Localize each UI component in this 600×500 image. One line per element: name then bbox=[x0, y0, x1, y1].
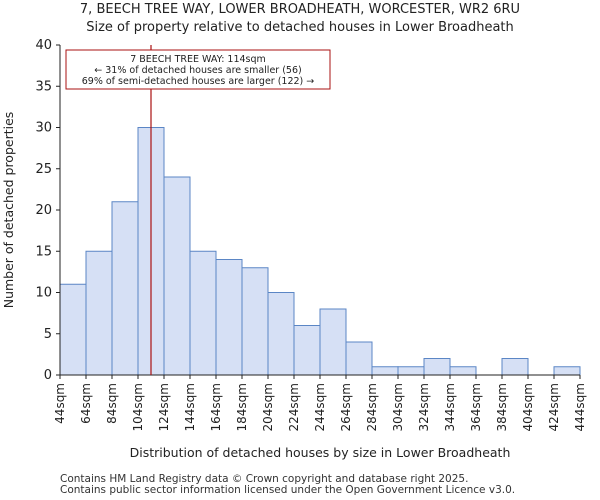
y-tick-label: 40 bbox=[35, 38, 52, 53]
y-tick-label: 30 bbox=[35, 121, 52, 136]
y-tick-label: 35 bbox=[35, 79, 52, 94]
histogram-bar bbox=[397, 366, 425, 376]
histogram-bar bbox=[423, 358, 451, 376]
x-tick-label: 444sqm bbox=[573, 383, 587, 431]
histogram-bar bbox=[371, 366, 399, 376]
x-tick-label: 164sqm bbox=[209, 383, 223, 431]
annotation-line-3: 69% of semi-detached houses are larger (… bbox=[82, 76, 315, 87]
x-tick-label: 264sqm bbox=[339, 383, 353, 431]
annotation-line-1: 7 BEECH TREE WAY: 114sqm bbox=[130, 54, 266, 65]
x-tick-label: 364sqm bbox=[469, 383, 483, 431]
histogram-bar bbox=[111, 201, 139, 376]
histogram-bar bbox=[553, 366, 581, 376]
y-tick-label: 5 bbox=[44, 327, 52, 342]
histogram-bar bbox=[163, 176, 191, 376]
histogram-chart: 0 5 10 15 20 25 30 35 40 44sqm 64sqm 84sqm 104sqm 124… bbox=[1, 38, 587, 460]
histogram-bar bbox=[85, 250, 113, 376]
y-tick-label: 20 bbox=[35, 203, 52, 218]
chart-title-line1: 7, BEECH TREE WAY, LOWER BROADHEATH, WOR… bbox=[79, 2, 521, 17]
footer-licence: Contains public sector information licen… bbox=[60, 484, 516, 496]
x-tick-label: 204sqm bbox=[261, 383, 275, 431]
annotation-line-2: ← 31% of detached houses are smaller (56… bbox=[94, 65, 301, 76]
histogram-bar bbox=[59, 283, 87, 376]
histogram-bar bbox=[189, 250, 217, 376]
x-tick-label: 104sqm bbox=[131, 383, 145, 431]
x-tick-label: 244sqm bbox=[313, 383, 327, 431]
histogram-bar bbox=[215, 259, 243, 376]
x-tick-label: 44sqm bbox=[53, 383, 67, 424]
x-tick-label: 424sqm bbox=[547, 383, 561, 431]
x-tick-label: 344sqm bbox=[443, 383, 457, 431]
x-tick-label: 384sqm bbox=[495, 383, 509, 431]
x-tick-label: 224sqm bbox=[287, 383, 301, 431]
x-tick-label: 84sqm bbox=[105, 383, 119, 424]
x-tick-label: 404sqm bbox=[521, 383, 535, 431]
footer-copyright: Contains HM Land Registry data © Crown c… bbox=[60, 473, 469, 485]
x-tick-label: 64sqm bbox=[79, 383, 93, 424]
histogram-bar bbox=[241, 267, 269, 376]
x-axis-label: Distribution of detached houses by size … bbox=[130, 445, 511, 460]
x-tick-label: 184sqm bbox=[235, 383, 249, 431]
chart-title-line2: Size of property relative to detached ho… bbox=[86, 20, 514, 35]
x-tick-label: 144sqm bbox=[183, 383, 197, 431]
y-tick-label: 25 bbox=[35, 162, 52, 177]
x-tick-label: 284sqm bbox=[365, 383, 379, 431]
histogram-bar bbox=[345, 341, 373, 376]
histogram-bar bbox=[267, 292, 295, 376]
annotation-box bbox=[65, 49, 331, 90]
histogram-bar bbox=[449, 366, 477, 376]
y-tick-label: 15 bbox=[35, 244, 52, 259]
y-tick-label: 10 bbox=[35, 286, 52, 301]
y-axis-label: Number of detached properties bbox=[1, 112, 16, 309]
histogram-bar bbox=[293, 325, 321, 376]
histogram-bar bbox=[501, 358, 529, 376]
x-tick-label: 324sqm bbox=[417, 383, 431, 431]
x-tick-label: 124sqm bbox=[157, 383, 171, 431]
y-tick-label: 0 bbox=[44, 368, 52, 383]
histogram-bar bbox=[319, 308, 347, 376]
x-tick-label: 304sqm bbox=[391, 383, 405, 431]
